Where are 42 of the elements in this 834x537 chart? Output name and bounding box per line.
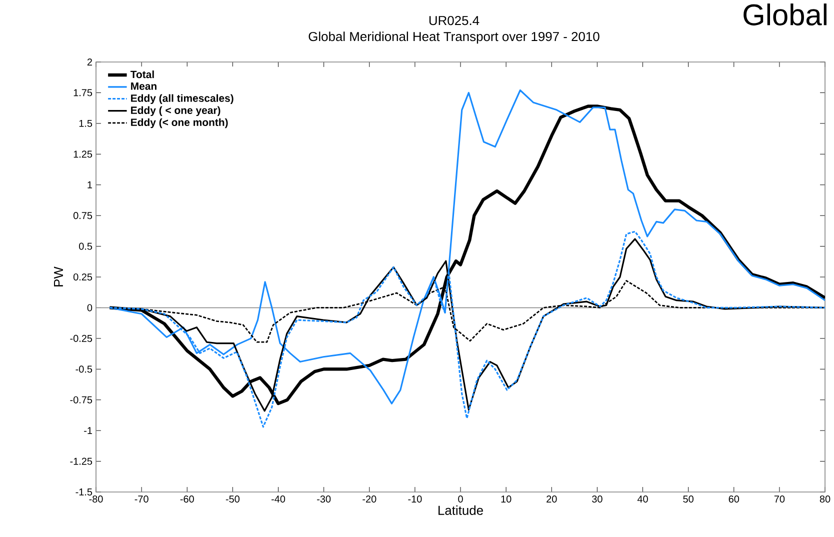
x-tick-label: -60 — [180, 496, 194, 503]
y-tick-label: -1.5 — [76, 488, 92, 496]
y-tick-label: -0.5 — [76, 366, 92, 373]
chart-subtitle: Global Meridional Heat Transport over 1997 - 2010 — [308, 32, 600, 44]
x-tick-label: 50 — [683, 496, 694, 503]
text: Global — [744, 4, 826, 26]
x-tick-label: -40 — [271, 496, 286, 503]
legend-label: Eddy ( < one year) — [131, 106, 220, 116]
x-tick-label: -30 — [317, 496, 331, 503]
y-tick-label: 0.25 — [73, 273, 92, 281]
legend-label: Total — [130, 70, 154, 78]
x-axis-title: Latitude — [438, 505, 483, 515]
x-tick-label: 0 — [458, 496, 463, 503]
y-tick-label: 1 — [88, 181, 92, 188]
y-tick-label: 0 — [87, 304, 92, 312]
y-tick-label: 0.5 — [79, 242, 92, 250]
x-tick-label: -80 — [89, 496, 103, 503]
x-tick-label: -50 — [226, 496, 240, 503]
y-tick-label: -0.75 — [70, 396, 92, 404]
x-tick-label: 80 — [820, 496, 830, 503]
x-tick-label: 30 — [592, 496, 602, 503]
x-tick-label: 40 — [637, 496, 648, 503]
y-tick-label: 2 — [87, 58, 92, 66]
y-tick-label: -1.25 — [70, 458, 92, 465]
x-tick-label: 70 — [774, 496, 785, 503]
y-tick-label: -1 — [84, 427, 92, 434]
x-tick-label: -20 — [362, 496, 376, 503]
y-tick-label: -0.25 — [70, 334, 92, 342]
y-axis-title: PW — [54, 266, 63, 286]
legend-label: Mean — [131, 82, 156, 90]
x-tick-label: -10 — [408, 496, 422, 503]
legend-label: Eddy (< one month) — [131, 118, 228, 128]
x-tick-label: 60 — [728, 496, 740, 503]
x-tick-label: 10 — [501, 496, 512, 503]
chart-title: UR025.4 — [429, 16, 480, 26]
y-tick-label: 1.75 — [74, 89, 92, 96]
y-tick-label: 1.25 — [74, 150, 92, 158]
x-tick-label: -70 — [134, 496, 148, 503]
x-tick-label: 20 — [546, 496, 557, 503]
y-tick-label: 0.75 — [73, 212, 92, 220]
y-tick-label: 1.5 — [79, 120, 92, 127]
legend-label: Eddy (all timescales) — [131, 94, 234, 104]
